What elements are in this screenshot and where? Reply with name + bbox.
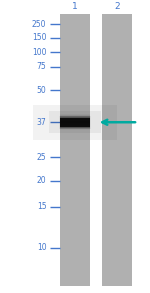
Text: 15: 15 — [37, 202, 46, 211]
Bar — [60, 116, 90, 124]
Text: 25: 25 — [37, 153, 46, 162]
Text: 100: 100 — [32, 48, 46, 57]
Text: 50: 50 — [37, 86, 46, 95]
Bar — [33, 105, 117, 140]
Bar — [60, 14, 90, 286]
Bar — [60, 118, 90, 127]
Bar — [60, 119, 90, 127]
Bar — [60, 120, 90, 128]
Text: 150: 150 — [32, 33, 46, 42]
Text: 20: 20 — [37, 176, 46, 185]
Bar — [60, 121, 90, 129]
Bar — [60, 114, 90, 121]
Text: 75: 75 — [37, 62, 46, 71]
Text: 250: 250 — [32, 20, 46, 29]
Text: 2: 2 — [114, 2, 120, 11]
Bar — [60, 117, 90, 125]
Bar — [102, 14, 132, 286]
Bar — [60, 118, 90, 127]
Bar — [60, 117, 90, 126]
Bar — [60, 115, 90, 122]
Bar — [49, 111, 101, 133]
Bar — [60, 116, 90, 123]
Text: 10: 10 — [37, 243, 46, 252]
Bar — [59, 116, 91, 129]
Bar — [60, 122, 90, 130]
Text: 1: 1 — [72, 2, 78, 11]
Text: 37: 37 — [37, 118, 46, 127]
Bar — [60, 123, 90, 130]
